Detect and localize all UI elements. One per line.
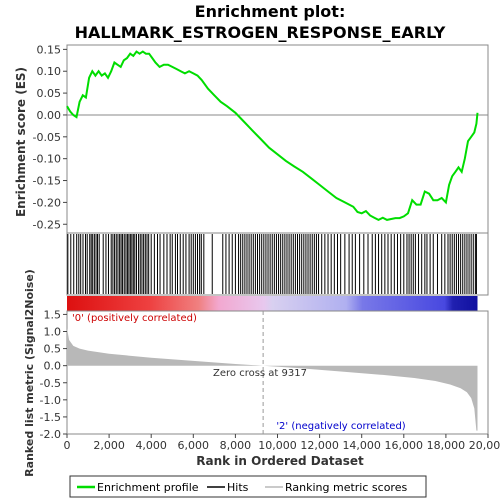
- chart-title-line1: Enrichment plot:: [195, 2, 346, 21]
- rank-y-axis-ticks: 1.5 1.0 0.5 0.0 -0.5 -1.0 -1.5 -2.0: [40, 308, 67, 441]
- es-panel-frame: [66, 44, 489, 234]
- legend-label-hits: Hits: [227, 481, 249, 494]
- legend: Enrichment profile Hits Ranking metric s…: [69, 475, 427, 498]
- rank-metric-panel: 1.5 1.0 0.5 0.0 -0.5 -1.0 -1.5 -2.0 '0' (positi…: [23, 269, 489, 477]
- x-tick-label: 4,000: [135, 439, 167, 452]
- negative-correlation-label: '2' (negatively correlated): [276, 421, 405, 432]
- x-tick-label: 18,000: [427, 439, 466, 452]
- x-tick-label: 10,000: [258, 439, 297, 452]
- rank-y-tick-label: 0.0: [44, 360, 62, 373]
- es-y-axis-label: Enrichment score (ES): [14, 67, 28, 217]
- es-y-axis-ticks: -0.25 -0.20 -0.15 -0.10 -0.05 0.00 0.05 0.10 0.1…: [33, 43, 67, 231]
- x-tick-label: 16,000: [385, 439, 424, 452]
- es-y-tick-label: -0.10: [33, 153, 61, 166]
- rank-y-axis-label: Ranked list metric (Signal2Noise): [23, 269, 36, 477]
- x-tick-label: 6,000: [178, 439, 210, 452]
- es-y-tick-label: -0.20: [33, 196, 61, 209]
- hits-panel: [66, 232, 489, 296]
- x-axis-ticks: 0 2,000 4,000 6,000 8,000 10,000 12,000 14,000 1…: [64, 434, 500, 452]
- x-tick-label: 2,000: [93, 439, 125, 452]
- x-tick-label: 8,000: [220, 439, 252, 452]
- rank-y-tick-label: 1.0: [44, 326, 62, 339]
- es-y-tick-label: 0.10: [37, 65, 62, 78]
- x-tick-label: 14,000: [342, 439, 381, 452]
- rank-heatmap-bar: [67, 296, 478, 311]
- es-y-tick-label: -0.25: [33, 218, 61, 231]
- hit-lines: [67, 234, 477, 294]
- x-tick-label: 12,000: [300, 439, 339, 452]
- legend-label-enrichment: Enrichment profile: [97, 481, 199, 494]
- heatmap-gradient: [67, 296, 478, 311]
- es-panel: -0.25 -0.20 -0.15 -0.10 -0.05 0.00 0.05 0.10 0.1…: [14, 43, 489, 234]
- x-tick-label: 0: [64, 439, 71, 452]
- zero-cross-label: Zero cross at 9317: [213, 368, 307, 379]
- rank-y-tick-label: -1.5: [40, 411, 61, 424]
- hits-panel-frame: [66, 232, 489, 296]
- x-tick-label: 20,000: [469, 439, 500, 452]
- enrichment-profile-line: [66, 50, 479, 222]
- rank-y-tick-label: -1.0: [40, 394, 61, 407]
- es-y-tick-label: -0.05: [33, 131, 61, 144]
- rank-y-tick-label: 1.5: [44, 308, 62, 321]
- es-y-tick-label: 0.05: [37, 87, 62, 100]
- chart-title-line2: HALLMARK_ESTROGEN_RESPONSE_EARLY: [75, 23, 446, 42]
- legend-box: [69, 475, 427, 498]
- rank-y-tick-label: 0.5: [44, 343, 62, 356]
- positive-correlation-label: '0' (positively correlated): [72, 313, 197, 324]
- rank-y-tick-label: -0.5: [40, 377, 61, 390]
- es-y-tick-label: 0.15: [37, 43, 62, 56]
- rank-y-tick-label: -2.0: [40, 428, 61, 441]
- legend-label-ranking: Ranking metric scores: [285, 481, 407, 494]
- es-y-tick-label: -0.15: [33, 175, 61, 188]
- es-y-tick-label: 0.00: [37, 109, 62, 122]
- x-axis-label: Rank in Ordered Dataset: [196, 454, 364, 468]
